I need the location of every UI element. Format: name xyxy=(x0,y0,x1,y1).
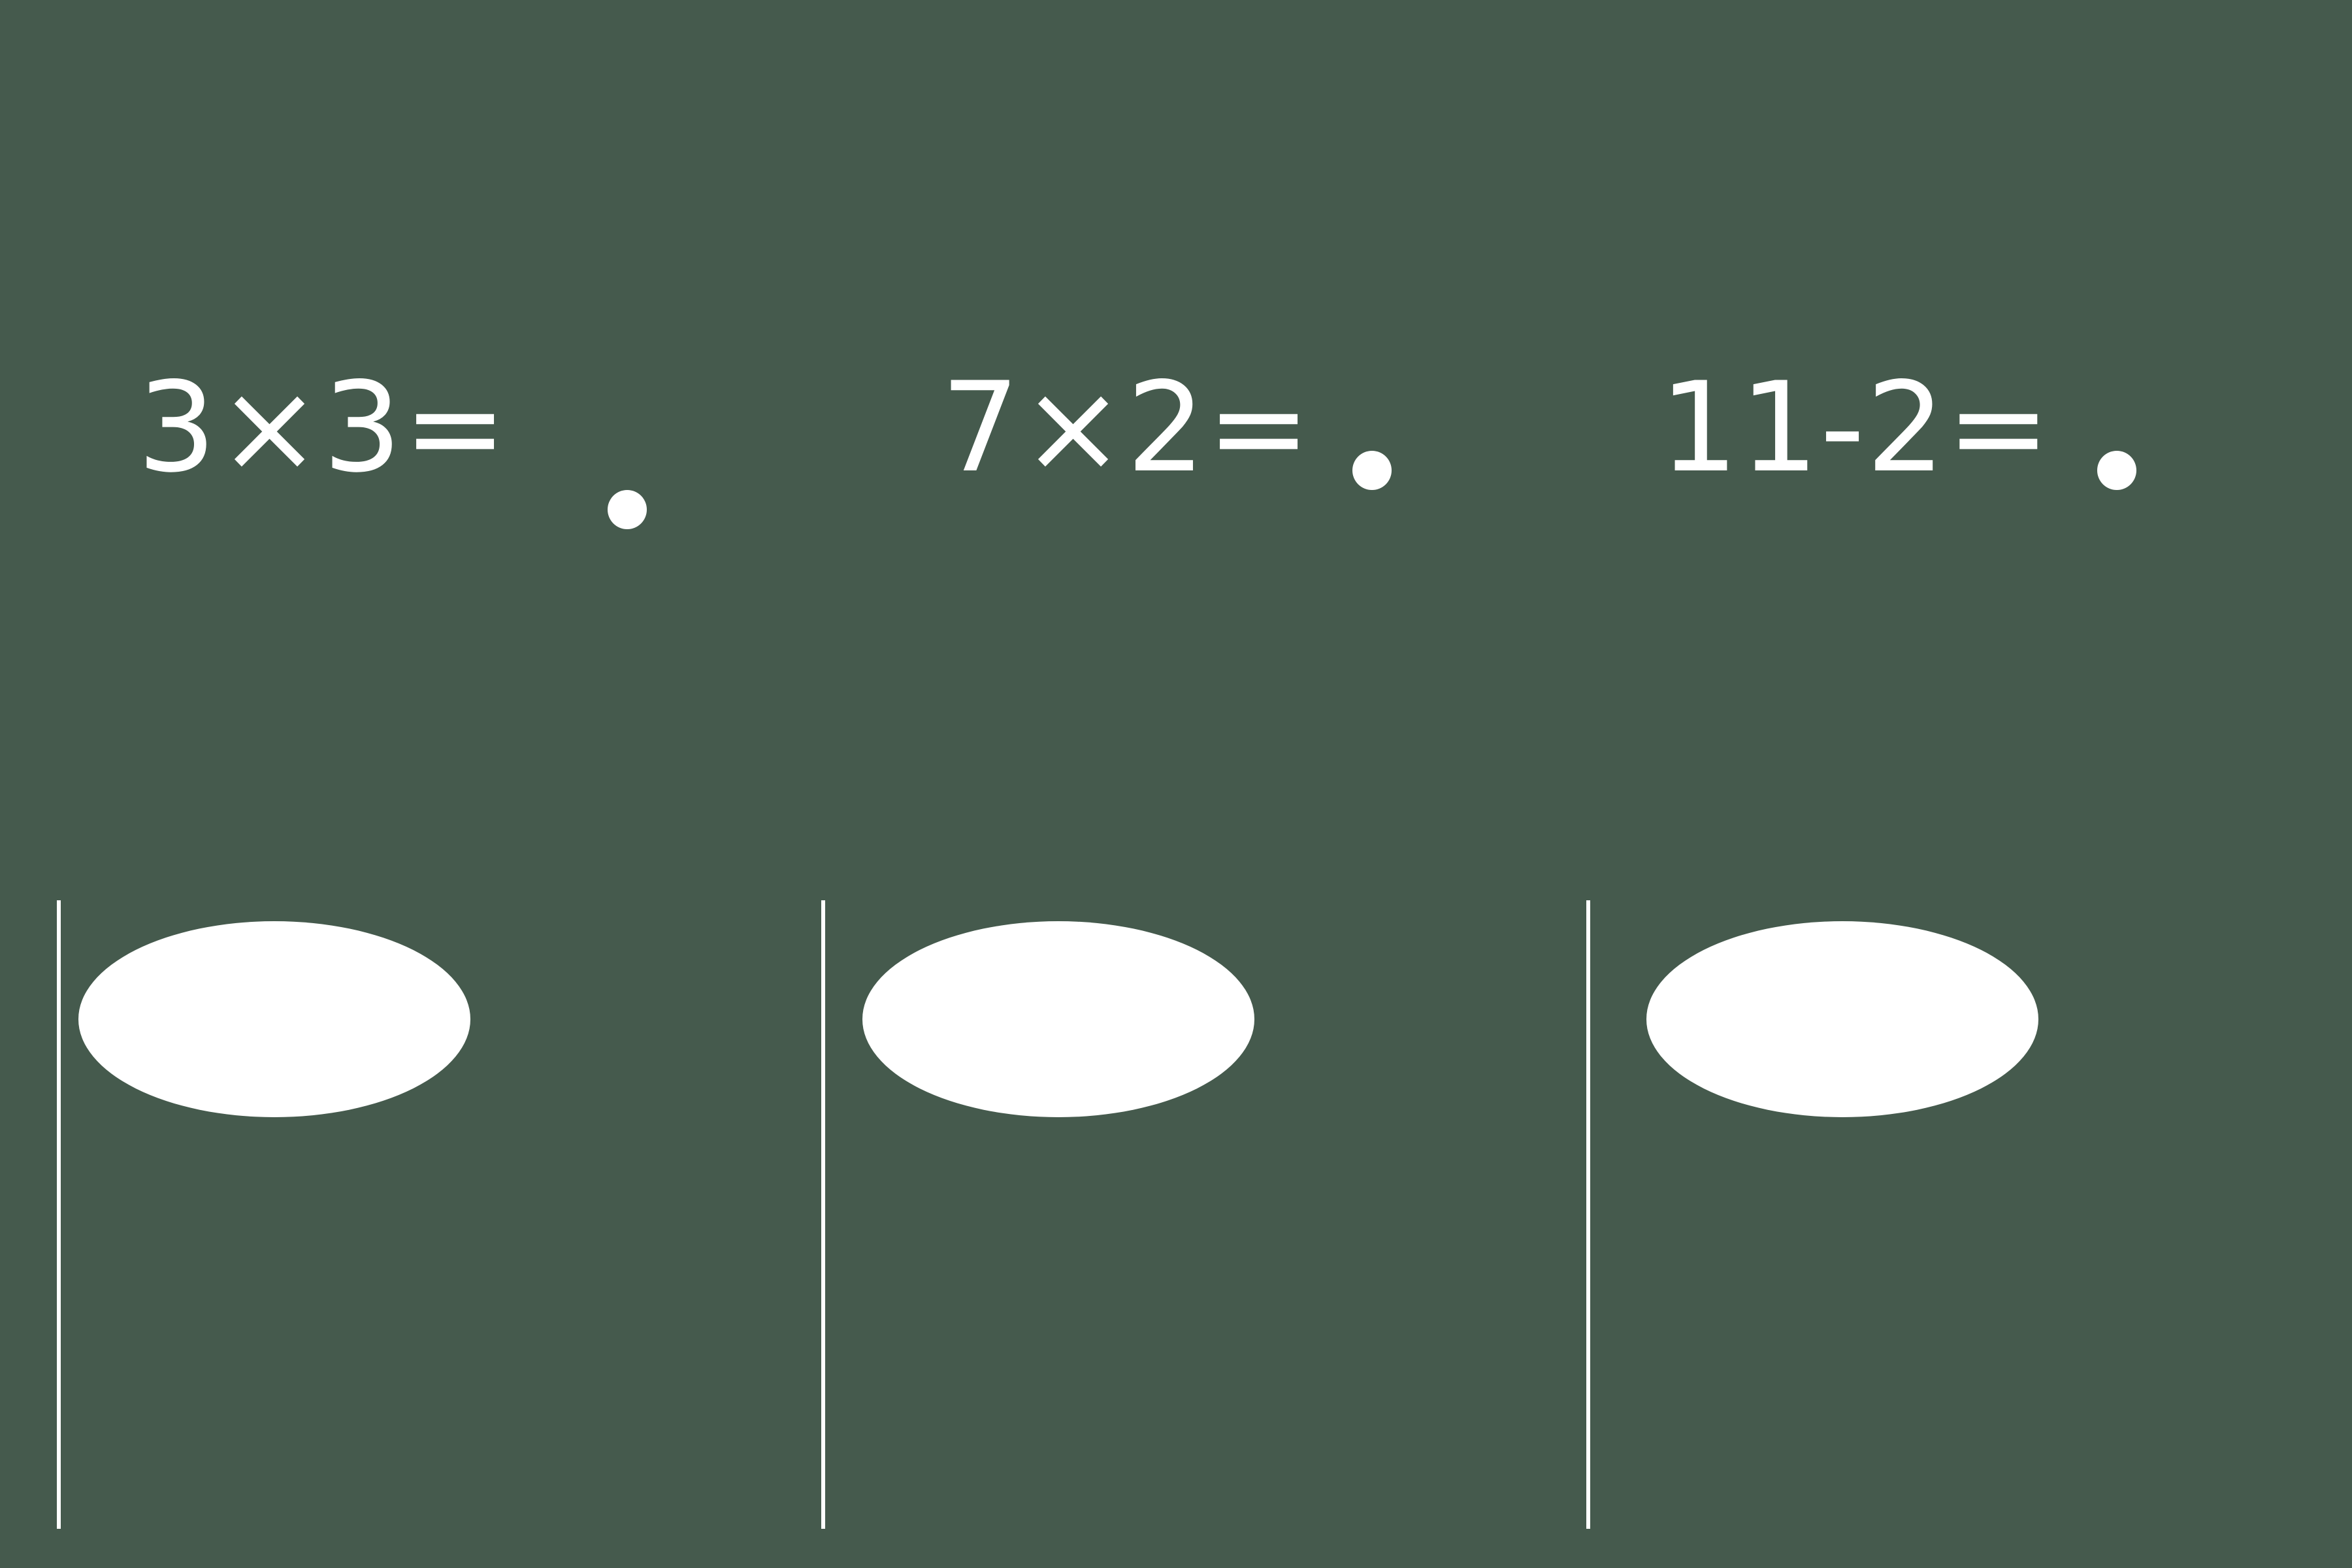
flag-pole-1 xyxy=(57,900,61,1529)
math-problem-1: 3×3= xyxy=(137,355,509,500)
answer-oval-3[interactable] xyxy=(1646,921,2038,1117)
math-problem-3: 11-2= xyxy=(1659,355,2052,500)
answer-oval-1[interactable] xyxy=(78,921,470,1117)
math-problem-2: 7×2= xyxy=(941,355,1313,500)
answer-target-dot-1[interactable] xyxy=(608,490,647,529)
answer-target-dot-2[interactable] xyxy=(1352,451,1392,490)
answer-oval-2[interactable] xyxy=(862,921,1254,1117)
answer-target-dot-3[interactable] xyxy=(2097,451,2136,490)
flag-pole-2 xyxy=(821,900,825,1529)
flag-pole-3 xyxy=(1586,900,1590,1529)
